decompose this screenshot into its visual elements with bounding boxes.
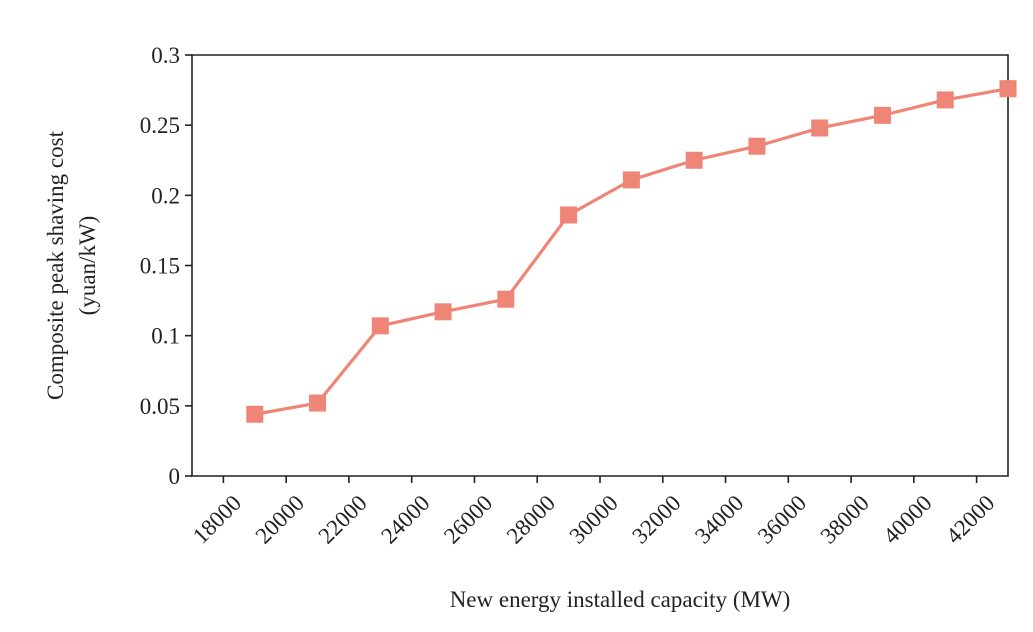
data-point-marker bbox=[873, 106, 891, 124]
x-tick-label: 36000 bbox=[753, 490, 811, 548]
x-axis-title: New energy installed capacity (MW) bbox=[450, 587, 791, 612]
series-line bbox=[254, 87, 1009, 416]
y-tick-label: 0.3 bbox=[151, 43, 180, 68]
x-tick-label: 18000 bbox=[188, 490, 246, 548]
data-point-marker bbox=[936, 91, 954, 109]
x-tick-label: 42000 bbox=[941, 490, 999, 548]
x-tick-label: 38000 bbox=[816, 490, 874, 548]
x-tick-label: 28000 bbox=[502, 490, 560, 548]
y-tick-label: 0.05 bbox=[140, 394, 180, 419]
y-tick-label: 0 bbox=[169, 464, 181, 489]
data-point-marker bbox=[371, 317, 389, 335]
data-point-marker bbox=[811, 119, 829, 137]
x-tick-label: 22000 bbox=[313, 490, 371, 548]
y-axis-title-line: Composite peak shaving cost bbox=[43, 130, 68, 400]
data-point-marker bbox=[497, 290, 515, 308]
y-tick-label: 0.2 bbox=[151, 183, 180, 208]
data-point-marker bbox=[434, 303, 452, 321]
x-tick-label: 40000 bbox=[878, 490, 936, 548]
data-point-marker bbox=[622, 171, 640, 189]
x-tick-label: 34000 bbox=[690, 490, 748, 548]
y-axis-title-line: (yuan/kW) bbox=[75, 216, 100, 316]
data-point-marker bbox=[560, 206, 578, 224]
data-point-marker bbox=[999, 80, 1017, 98]
y-axis-ticks: 0 0.05 0.1 0.15 0.2 0.25 0.3 bbox=[140, 43, 192, 489]
y-tick-label: 0.1 bbox=[151, 324, 180, 349]
x-tick-label: 24000 bbox=[376, 490, 434, 548]
data-point-marker bbox=[748, 137, 766, 155]
x-tick-label: 26000 bbox=[439, 490, 497, 548]
series-group bbox=[246, 80, 1017, 423]
x-tick-label: 32000 bbox=[627, 490, 685, 548]
y-tick-label: 0.25 bbox=[140, 113, 180, 138]
data-point-marker bbox=[685, 151, 703, 169]
data-point-marker bbox=[309, 394, 327, 412]
y-axis-title: Composite peak shaving cost (yuan/kW) bbox=[43, 130, 100, 400]
x-tick-label: 20000 bbox=[251, 490, 309, 548]
x-tick-label: 30000 bbox=[565, 490, 623, 548]
y-tick-label: 0.15 bbox=[140, 254, 180, 279]
x-axis-ticks: 18000 20000 22000 24000 26000 28000 30000 32000… bbox=[188, 476, 999, 549]
data-point-marker bbox=[246, 405, 264, 423]
